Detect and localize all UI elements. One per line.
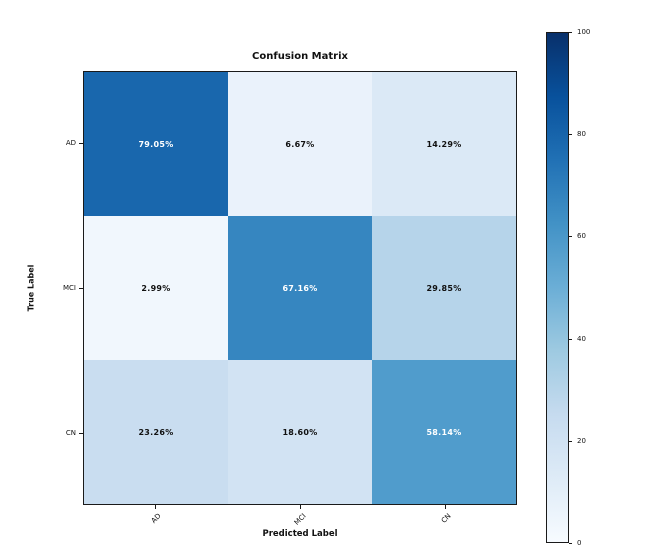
colorbar-tick-label-60: 60 [577, 232, 586, 241]
heatmap-cell-cn-mci: 18.60% [228, 360, 372, 504]
colorbar-tick-label-100: 100 [577, 28, 591, 36]
cell-value-label: 18.60% [282, 427, 318, 437]
y-tick-label-ad: AD [65, 139, 76, 148]
cell-value-label: 79.05% [138, 139, 174, 149]
heatmap-plot-area: 79.05% 6.67% 14.29% 2.99% 67.16% 29.85% 23.26%… [83, 71, 517, 505]
y-tick-label-mci: MCI [63, 284, 76, 292]
cell-value-label: 2.99% [141, 283, 171, 293]
y-tick-mark [79, 432, 83, 434]
colorbar-tick-label-40: 40 [577, 334, 586, 343]
colorbar-tick-label-20: 20 [577, 436, 586, 445]
heatmap-cell-cn-cn: 58.14% [372, 360, 516, 504]
cell-value-label: 23.26% [138, 427, 174, 437]
heatmap-cell-mci-mci: 67.16% [228, 216, 372, 360]
colorbar-tick-mark [569, 338, 572, 340]
colorbar-tick-mark [569, 440, 572, 442]
cell-value-label: 67.16% [282, 283, 318, 293]
colorbar-tick-label-80: 80 [577, 130, 586, 139]
x-tick-mark [155, 505, 157, 509]
cell-value-label: 29.85% [426, 283, 462, 293]
cell-value-label: 14.29% [426, 139, 462, 149]
y-tick-label-cn: CN [65, 428, 76, 437]
x-tick-mark [444, 505, 446, 509]
chart-title: Confusion Matrix [252, 51, 348, 62]
colorbar-tick-mark [569, 543, 572, 544]
cell-value-label: 58.14% [426, 427, 462, 437]
x-axis-label: Predicted Label [262, 529, 338, 539]
colorbar [546, 32, 569, 543]
colorbar-tick-mark [569, 134, 572, 136]
colorbar-tick-label-0: 0 [577, 539, 582, 547]
heatmap-cell-ad-ad: 79.05% [84, 72, 228, 216]
colorbar-tick-mark [569, 236, 572, 238]
colorbar-tick-mark [569, 32, 572, 33]
heatmap-cell-ad-cn: 14.29% [372, 72, 516, 216]
y-tick-mark [79, 288, 83, 289]
heatmap-cell-mci-cn: 29.85% [372, 216, 516, 360]
y-tick-mark [79, 143, 83, 145]
heatmap-cell-mci-ad: 2.99% [84, 216, 228, 360]
cell-value-label: 6.67% [285, 139, 315, 149]
heatmap-cell-ad-mci: 6.67% [228, 72, 372, 216]
heatmap-cell-cn-ad: 23.26% [84, 360, 228, 504]
x-tick-mark [300, 505, 301, 509]
y-axis-label: True Label [26, 264, 36, 312]
